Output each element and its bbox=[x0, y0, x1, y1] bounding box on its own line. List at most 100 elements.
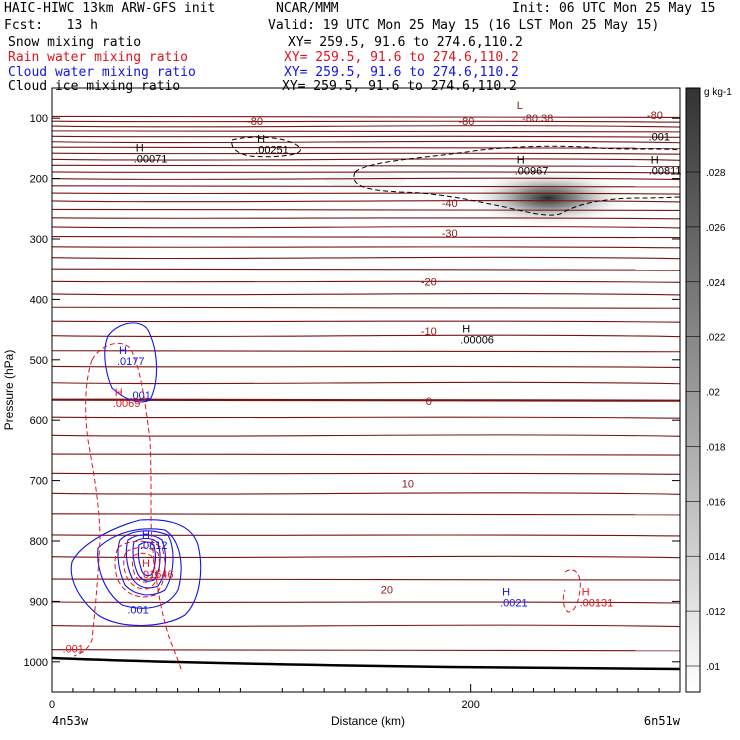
extremum-marker: H bbox=[517, 155, 525, 167]
colorbar-label: .02 bbox=[706, 388, 720, 399]
y-tick-label: 700 bbox=[30, 476, 48, 488]
extremum-value: .0177 bbox=[117, 356, 145, 368]
temperature-label: -20 bbox=[421, 276, 437, 288]
colorbar-label: .028 bbox=[706, 168, 726, 179]
field-label-cloud-ice: Cloud ice mixing ratio bbox=[8, 79, 181, 94]
colorbar-label: .012 bbox=[706, 607, 726, 618]
isotherm-line bbox=[51, 192, 681, 195]
temperature-label: -80 bbox=[459, 116, 475, 128]
colorbar-label: .014 bbox=[706, 552, 726, 563]
isotherm-line bbox=[51, 120, 681, 123]
temperature-label: -10 bbox=[421, 326, 437, 338]
temperature-label: -80.38 bbox=[522, 113, 553, 125]
extremum-marker: H bbox=[462, 324, 470, 336]
isotherm-line bbox=[51, 177, 681, 181]
right-endpoint: 6n51w bbox=[644, 714, 681, 728]
ground-line bbox=[51, 656, 681, 671]
isotherm-line bbox=[51, 601, 681, 604]
isotherm-line bbox=[51, 146, 681, 149]
temperature-label: -40 bbox=[442, 198, 458, 210]
colorbar-label: .024 bbox=[706, 278, 726, 289]
isotherm-line bbox=[51, 199, 681, 203]
isotherm-line bbox=[51, 164, 681, 167]
isotherm-line bbox=[51, 125, 681, 128]
isotherm-line bbox=[51, 246, 681, 249]
extremum-value: .00967 bbox=[515, 166, 549, 178]
isotherm-line bbox=[51, 185, 681, 188]
valid-time: Valid: 19 UTC Mon 25 May 15 (16 LST Mon … bbox=[268, 18, 660, 33]
x-axis-title: Distance (km) bbox=[331, 714, 405, 728]
init-time: Init: 06 UTC Mon 25 May 15 bbox=[512, 1, 716, 16]
isotherm-line bbox=[51, 236, 681, 239]
isotherm-line bbox=[51, 140, 681, 144]
isotherm-line bbox=[51, 306, 681, 309]
extremum-value: .01546 bbox=[140, 569, 174, 581]
extrema-labels: LH.00071H.00251H.00967H.00811H.00006H.01… bbox=[113, 100, 682, 609]
extremum-value: .0069 bbox=[113, 398, 141, 410]
snow-shading-max bbox=[468, 171, 628, 225]
isotherm-line bbox=[51, 256, 681, 260]
temperature-label: 10 bbox=[402, 479, 414, 491]
extremum-value: .0021 bbox=[500, 597, 528, 609]
center-title: NCAR/MMM bbox=[276, 1, 339, 16]
isotherm-line bbox=[51, 365, 681, 368]
extremum-marker: H bbox=[582, 586, 590, 598]
field-label-cloud-water: Cloud water mixing ratio bbox=[8, 65, 196, 80]
temperature-label: -80 bbox=[247, 116, 263, 128]
isotherm-line bbox=[51, 513, 681, 516]
isotherm-line bbox=[51, 217, 681, 220]
cloud-ice-contour bbox=[353, 145, 681, 216]
extremum-value: .0612 bbox=[140, 540, 168, 552]
rain-water-contours bbox=[73, 342, 581, 673]
isotherm-line bbox=[51, 381, 681, 385]
extremum-value: .00251 bbox=[255, 144, 289, 156]
cloud-ice-contour bbox=[231, 136, 301, 158]
isotherm-line bbox=[51, 268, 681, 271]
extremum-marker: L bbox=[517, 100, 523, 112]
isotherm-line bbox=[51, 130, 681, 133]
x-tick-label: 0 bbox=[49, 699, 55, 711]
field-xy-cloud-water: XY= 259.5, 91.6 to 274.6,110.2 bbox=[284, 65, 519, 80]
isotherm-line bbox=[51, 492, 681, 495]
field-label-snow: Snow mixing ratio bbox=[8, 35, 142, 50]
left-endpoint: 4n53w bbox=[52, 714, 89, 728]
x-tick-label: 200 bbox=[461, 699, 479, 711]
y-tick-label: 800 bbox=[30, 536, 48, 548]
contour-label: .001 bbox=[649, 132, 670, 144]
temperature-label: -80 bbox=[647, 110, 663, 122]
extremum-marker: H bbox=[142, 529, 150, 541]
isotherm-line bbox=[51, 416, 681, 419]
isotherm-line bbox=[51, 578, 681, 581]
isotherm-line bbox=[51, 334, 681, 338]
extremum-value: .00006 bbox=[460, 335, 494, 347]
extremum-marker: H bbox=[651, 155, 659, 167]
isotherm-lines bbox=[51, 115, 681, 652]
isotherm-line bbox=[51, 135, 681, 138]
y-tick-label: 500 bbox=[30, 355, 48, 367]
extremum-marker: H bbox=[142, 558, 150, 570]
y-tick-label: 100 bbox=[30, 113, 48, 125]
temperature-label: 20 bbox=[381, 584, 393, 596]
extremum-marker: H bbox=[115, 387, 123, 399]
y-tick-label: 400 bbox=[30, 294, 48, 306]
colorbar: g kg-1 .028 .026 .024 .022 .02 .018 .016 .014 .0… bbox=[685, 87, 732, 693]
contour-labels: .001 .001 .001 .001 bbox=[62, 132, 670, 656]
isotherm-line bbox=[51, 320, 681, 323]
extremum-value: .00811 bbox=[649, 166, 682, 178]
cloud-water-contours bbox=[70, 322, 202, 627]
y-tick-label: 200 bbox=[30, 174, 48, 186]
colorbar-gradient bbox=[685, 87, 701, 693]
isotherm-line bbox=[51, 434, 681, 437]
colorbar-label: .026 bbox=[706, 223, 726, 234]
extremum-marker: H bbox=[502, 586, 510, 598]
contour-label: .001 bbox=[62, 644, 83, 656]
isotherm-line bbox=[51, 350, 681, 353]
temperature-label: -30 bbox=[442, 228, 458, 240]
y-tick-label: 1000 bbox=[24, 657, 48, 669]
isotherm-line bbox=[51, 115, 681, 118]
temperature-labels: -80 -80 -80.38 -80 -40 -30 -20 -10 0 10 20 bbox=[247, 110, 663, 596]
field-xy-cloud-ice: XY= 259.5, 91.6 to 274.6,110.2 bbox=[282, 79, 517, 94]
isotherm-line bbox=[51, 208, 681, 211]
field-xy-rain: XY= 259.5, 91.6 to 274.6,110.2 bbox=[284, 50, 519, 65]
